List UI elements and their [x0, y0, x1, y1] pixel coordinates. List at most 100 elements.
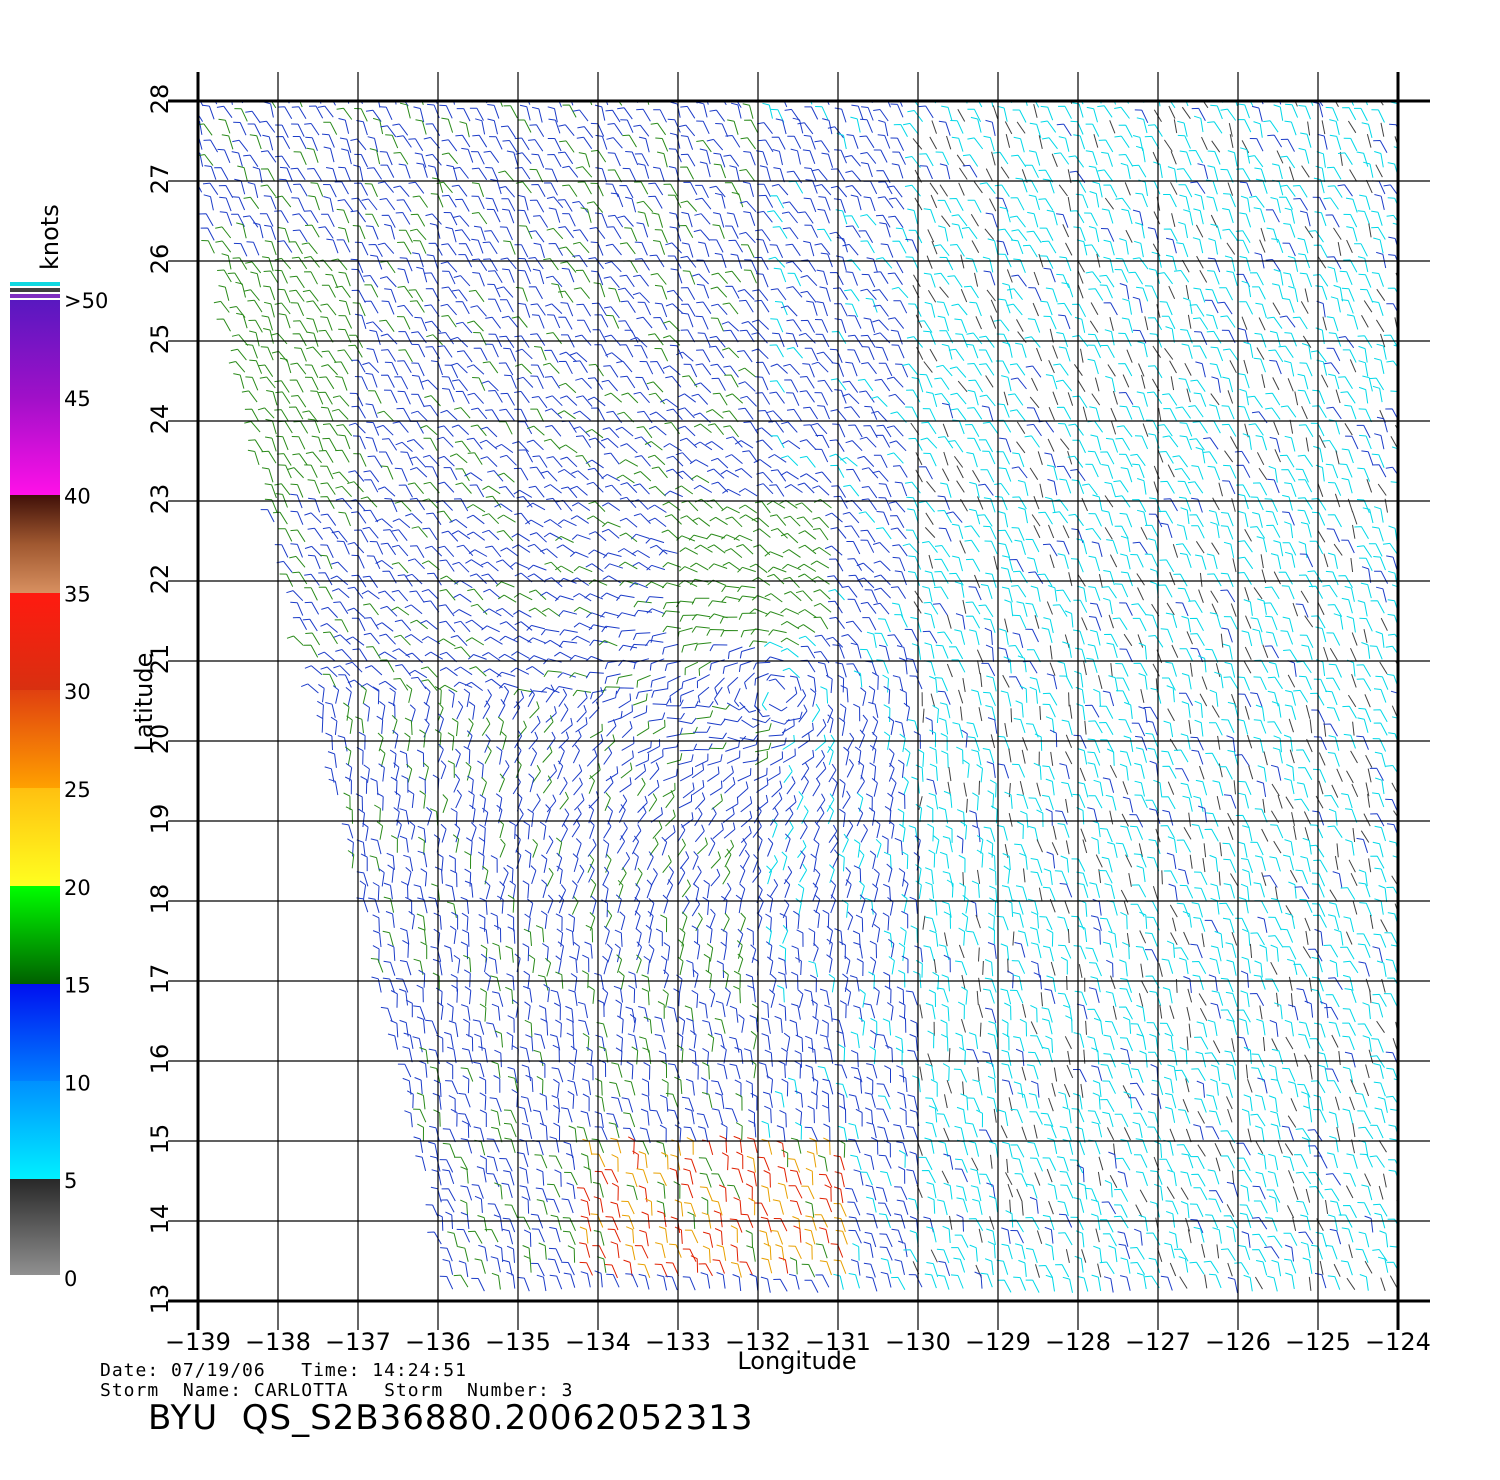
wind-barb [908, 303, 922, 317]
wind-barb [817, 379, 833, 393]
wind-barb [982, 748, 995, 764]
wind-barb [397, 241, 412, 255]
wind-barb [354, 529, 369, 543]
wind-barb [830, 527, 847, 539]
wind-barb [802, 149, 816, 164]
wind-barb [249, 359, 263, 374]
wind-barb [923, 330, 936, 345]
wind-barb [814, 392, 829, 406]
wind-barb [503, 240, 516, 255]
wind-barb [318, 586, 333, 600]
wind-barb [247, 182, 259, 199]
wind-barb [1263, 120, 1279, 133]
wind-barb [377, 181, 394, 193]
wind-barb [1040, 300, 1053, 316]
wind-barb [681, 676, 697, 689]
wind-barb [698, 241, 710, 257]
wind-barb [527, 688, 535, 708]
wind-barb [555, 913, 563, 932]
wind-barb [571, 729, 582, 748]
wind-barb [487, 118, 498, 135]
wind-barb [505, 945, 514, 963]
wind-barb [962, 164, 978, 178]
wind-barb [1178, 184, 1193, 198]
wind-barb [1058, 184, 1068, 197]
wind-barb [606, 226, 622, 240]
wind-barb [320, 303, 337, 316]
wind-barb [277, 420, 293, 434]
wind-barb [1057, 916, 1069, 932]
wind-barb [584, 941, 593, 959]
wind-barb [557, 199, 573, 212]
wind-barb [450, 973, 458, 992]
wind-barb [405, 573, 423, 585]
wind-barb [452, 289, 468, 302]
wind-barb [336, 208, 350, 224]
wind-barb [417, 927, 427, 944]
wind-barb [526, 439, 544, 451]
wind-barb [1356, 933, 1371, 947]
wind-barb [648, 195, 663, 209]
wind-barb [873, 602, 890, 615]
wind-barb [1097, 169, 1114, 182]
wind-barb [770, 288, 787, 301]
wind-barb [827, 704, 834, 724]
wind-barb [804, 347, 819, 362]
wind-barb [1191, 465, 1204, 480]
wind-barb [1217, 301, 1233, 315]
wind-barb [307, 168, 322, 181]
wind-barb [351, 511, 367, 524]
wind-barb [544, 376, 561, 389]
wind-barb [436, 1034, 444, 1053]
wind-barb [1272, 377, 1280, 391]
wind-barb [747, 985, 756, 1003]
wind-barb [894, 837, 903, 856]
wind-barb [369, 148, 381, 165]
wind-barb [756, 238, 769, 254]
wind-barb [1012, 931, 1015, 946]
wind-barb [824, 1004, 833, 1022]
wind-barb [678, 794, 692, 809]
wind-barb [408, 138, 424, 151]
wind-barb [344, 776, 352, 795]
wind-barb [1098, 869, 1102, 884]
wind-barb [396, 199, 412, 212]
wind-barb [1084, 720, 1087, 735]
wind-barb [655, 928, 663, 947]
wind-barb [1162, 765, 1177, 779]
wind-barb [1236, 484, 1251, 498]
wind-barb [915, 469, 923, 483]
wind-barb [684, 1005, 694, 1023]
wind-barb [787, 135, 802, 149]
wind-barb [818, 196, 831, 211]
wind-barb [1163, 228, 1178, 242]
wind-barb [1071, 179, 1087, 193]
wind-barb [316, 714, 324, 733]
wind-barb [436, 500, 453, 511]
wind-barb [380, 1006, 393, 1022]
wind-barb [1210, 590, 1219, 603]
wind-barb [416, 1016, 426, 1034]
wind-barb [555, 565, 574, 574]
wind-barb [615, 894, 622, 914]
wind-barb [1016, 601, 1028, 617]
wind-barb [1254, 900, 1269, 914]
wind-barb [1134, 780, 1145, 797]
wind-barb [466, 364, 485, 375]
wind-barb [781, 718, 795, 734]
wind-barb [725, 225, 739, 239]
wind-barb [663, 942, 671, 961]
wind-barb [601, 521, 621, 528]
wind-barb [856, 807, 864, 827]
wind-barb [679, 437, 698, 448]
wind-barb [1077, 574, 1086, 587]
wind-barb [633, 471, 652, 482]
wind-barb [666, 408, 683, 421]
wind-barb [1207, 1019, 1218, 1036]
wind-barb [1006, 288, 1023, 301]
wind-barb [1206, 553, 1218, 570]
wind-barb [1344, 988, 1357, 1003]
wind-barb [888, 938, 895, 958]
wind-barb [453, 166, 469, 179]
wind-barb [1274, 886, 1279, 901]
